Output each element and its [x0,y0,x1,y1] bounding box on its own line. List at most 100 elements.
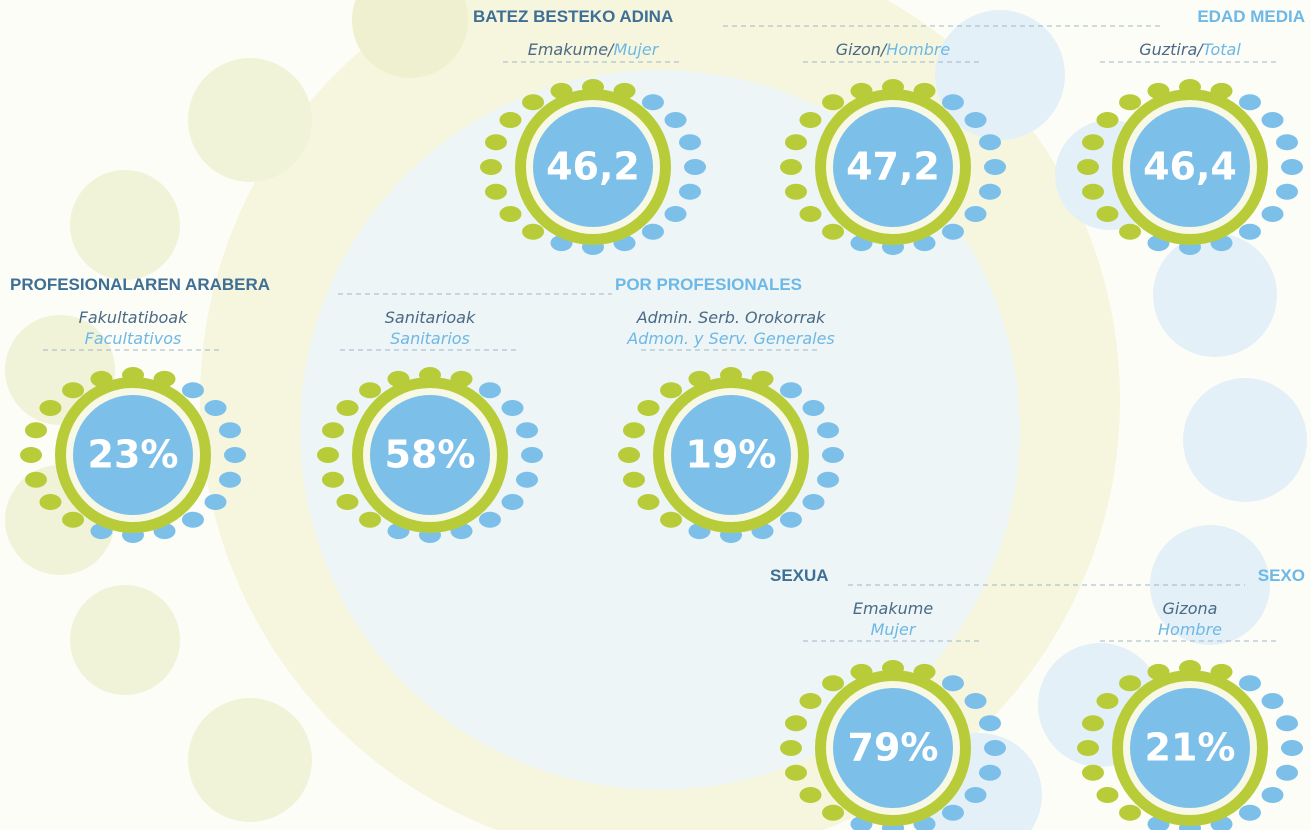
infographic: BATEZ BESTEKO ADINAEDAD MEDIAEmakume/Muj… [0,0,1311,830]
petal [942,224,964,240]
petal [799,112,821,128]
petal [1276,134,1298,150]
petal [20,447,42,463]
petal [785,134,807,150]
petal [785,184,807,200]
petal [322,422,344,438]
petal [642,224,664,240]
petal [822,447,844,463]
section-title: PROFESIONALAREN ARABERA [10,275,270,294]
petal [623,472,645,488]
petal [803,494,825,510]
petal [803,400,825,416]
petal [979,715,1001,731]
petal [479,512,501,528]
petal [642,94,664,110]
petal [942,675,964,691]
petal [965,206,987,222]
value: 79% [848,726,939,770]
value: 19% [686,433,777,477]
label-es: Hombre [1158,620,1222,639]
petal [785,715,807,731]
petal [1119,224,1141,240]
petal [1262,206,1284,222]
value: 21% [1145,726,1236,770]
petal [780,159,802,175]
petal [822,224,844,240]
petal [684,159,706,175]
petal [1077,159,1099,175]
label-es: Admon. y Serv. Generales [626,329,835,348]
petal [1096,693,1118,709]
petal [618,447,640,463]
petal [799,787,821,803]
petal [322,472,344,488]
item-label: Guztira/Total [1139,40,1241,59]
petal [224,447,246,463]
label-es: Total [1203,40,1242,59]
petal [637,400,659,416]
petal [984,740,1006,756]
petal [942,805,964,821]
petal [219,422,241,438]
petal [665,206,687,222]
petal [1096,787,1118,803]
petal [942,94,964,110]
petal [965,693,987,709]
petal [480,159,502,175]
label-eu: Guztira/ [1139,40,1204,59]
petal [1119,675,1141,691]
petal [679,184,701,200]
petal [1276,715,1298,731]
label-eu: Fakultatiboak [79,308,188,327]
petal [522,94,544,110]
petal [39,400,61,416]
item-label: Gizon/Hombre [836,40,951,59]
petal [965,787,987,803]
petal [182,382,204,398]
petal [1119,94,1141,110]
petal [665,112,687,128]
petal [1262,693,1284,709]
petal [25,472,47,488]
petal [1276,765,1298,781]
petal [1239,224,1261,240]
value: 23% [88,433,179,477]
petal [780,740,802,756]
petal [502,400,524,416]
petal [780,382,802,398]
petal [1077,740,1099,756]
petal [1262,787,1284,803]
petal [660,512,682,528]
petal [39,494,61,510]
petal [979,134,1001,150]
label-es: Facultativos [85,329,182,348]
petal [62,382,84,398]
petal [359,382,381,398]
section-title-es: SEXO [1258,566,1305,585]
petal [516,472,538,488]
petal [522,224,544,240]
petal [62,512,84,528]
petal [182,512,204,528]
label-eu: Gizon/ [836,40,888,59]
petal [822,675,844,691]
petal [1281,159,1303,175]
section-title: BATEZ BESTEKO ADINA [473,7,673,26]
petal [799,693,821,709]
label-es: Mujer [613,40,659,59]
label-es: Hombre [886,40,950,59]
label-eu: Sanitarioak [385,308,476,327]
petal [1096,112,1118,128]
petal [822,805,844,821]
petal [521,447,543,463]
label-eu: Emakume/ [528,40,615,59]
petal [780,512,802,528]
petal [25,422,47,438]
petal [785,765,807,781]
petal [979,184,1001,200]
petal [817,472,839,488]
label-eu: Admin. Serb. Orokorrak [636,308,826,327]
petal [679,134,701,150]
value: 58% [385,433,476,477]
